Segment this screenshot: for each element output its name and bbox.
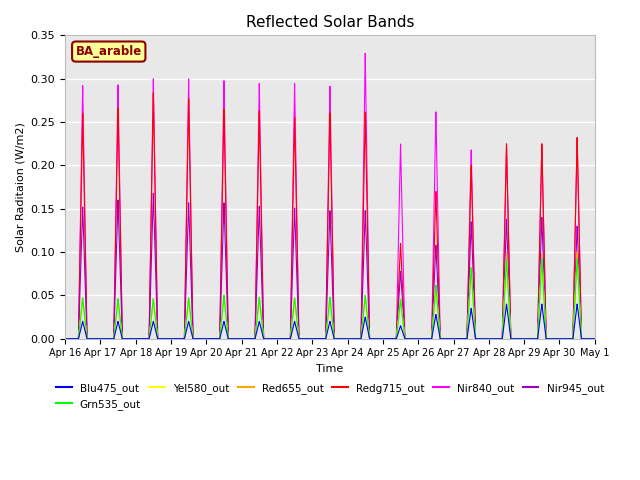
Grn535_out — [591, 336, 598, 342]
Nir945_out — [61, 336, 69, 342]
Yel580_out — [119, 336, 127, 342]
Grn535_out — [177, 336, 185, 342]
Red655_out — [341, 336, 349, 342]
Nir840_out — [362, 50, 369, 56]
Grn535_out — [61, 336, 69, 342]
Grn535_out — [78, 303, 86, 309]
Yel580_out — [520, 336, 528, 342]
X-axis label: Time: Time — [316, 364, 344, 374]
Nir945_out — [591, 336, 598, 342]
Line: Nir945_out: Nir945_out — [65, 193, 595, 339]
Yel580_out — [341, 336, 349, 342]
Nir840_out — [78, 130, 86, 136]
Yel580_out — [78, 303, 86, 309]
Nir945_out — [119, 336, 127, 342]
Red655_out — [520, 336, 528, 342]
Nir840_out — [520, 336, 528, 342]
Redg715_out — [188, 299, 196, 305]
Red655_out — [119, 336, 127, 342]
Line: Grn535_out: Grn535_out — [65, 259, 595, 339]
Red655_out — [591, 336, 598, 342]
Blu475_out — [573, 301, 581, 307]
Line: Red655_out: Red655_out — [65, 252, 595, 339]
Red655_out — [573, 249, 581, 255]
Text: BA_arable: BA_arable — [76, 45, 142, 58]
Grn535_out — [341, 336, 349, 342]
Yel580_out — [573, 256, 581, 262]
Line: Blu475_out: Blu475_out — [65, 304, 595, 339]
Red655_out — [61, 336, 69, 342]
Blu475_out — [520, 336, 528, 342]
Nir945_out — [78, 229, 86, 235]
Redg715_out — [177, 336, 185, 342]
Grn535_out — [119, 336, 127, 342]
Yel580_out — [591, 336, 598, 342]
Red655_out — [188, 329, 196, 335]
Redg715_out — [150, 90, 157, 96]
Line: Yel580_out: Yel580_out — [65, 259, 595, 339]
Nir945_out — [150, 191, 157, 196]
Redg715_out — [119, 336, 127, 342]
Blu475_out — [188, 333, 196, 339]
Yel580_out — [188, 329, 196, 335]
Redg715_out — [591, 336, 598, 342]
Nir945_out — [341, 336, 349, 342]
Red655_out — [78, 303, 86, 309]
Nir840_out — [188, 295, 196, 300]
Legend: Blu475_out, Grn535_out, Yel580_out, Red655_out, Redg715_out, Nir840_out, Nir945_: Blu475_out, Grn535_out, Yel580_out, Red6… — [52, 379, 608, 414]
Blu475_out — [119, 336, 127, 342]
Line: Redg715_out: Redg715_out — [65, 93, 595, 339]
Redg715_out — [61, 336, 69, 342]
Nir945_out — [177, 336, 185, 342]
Nir840_out — [119, 336, 127, 342]
Blu475_out — [61, 336, 69, 342]
Nir840_out — [591, 336, 598, 342]
Nir945_out — [188, 315, 196, 321]
Blu475_out — [78, 322, 86, 327]
Redg715_out — [520, 336, 528, 342]
Red655_out — [177, 336, 185, 342]
Line: Nir840_out: Nir840_out — [65, 53, 595, 339]
Blu475_out — [341, 336, 349, 342]
Nir840_out — [341, 336, 349, 342]
Y-axis label: Solar Raditaion (W/m2): Solar Raditaion (W/m2) — [15, 122, 25, 252]
Yel580_out — [177, 336, 185, 342]
Grn535_out — [573, 256, 581, 262]
Blu475_out — [177, 336, 185, 342]
Blu475_out — [591, 336, 598, 342]
Redg715_out — [341, 336, 349, 342]
Nir945_out — [520, 336, 528, 342]
Grn535_out — [520, 336, 528, 342]
Redg715_out — [78, 153, 86, 158]
Title: Reflected Solar Bands: Reflected Solar Bands — [246, 15, 414, 30]
Nir840_out — [61, 336, 69, 342]
Yel580_out — [61, 336, 69, 342]
Nir840_out — [177, 336, 185, 342]
Grn535_out — [188, 329, 196, 335]
